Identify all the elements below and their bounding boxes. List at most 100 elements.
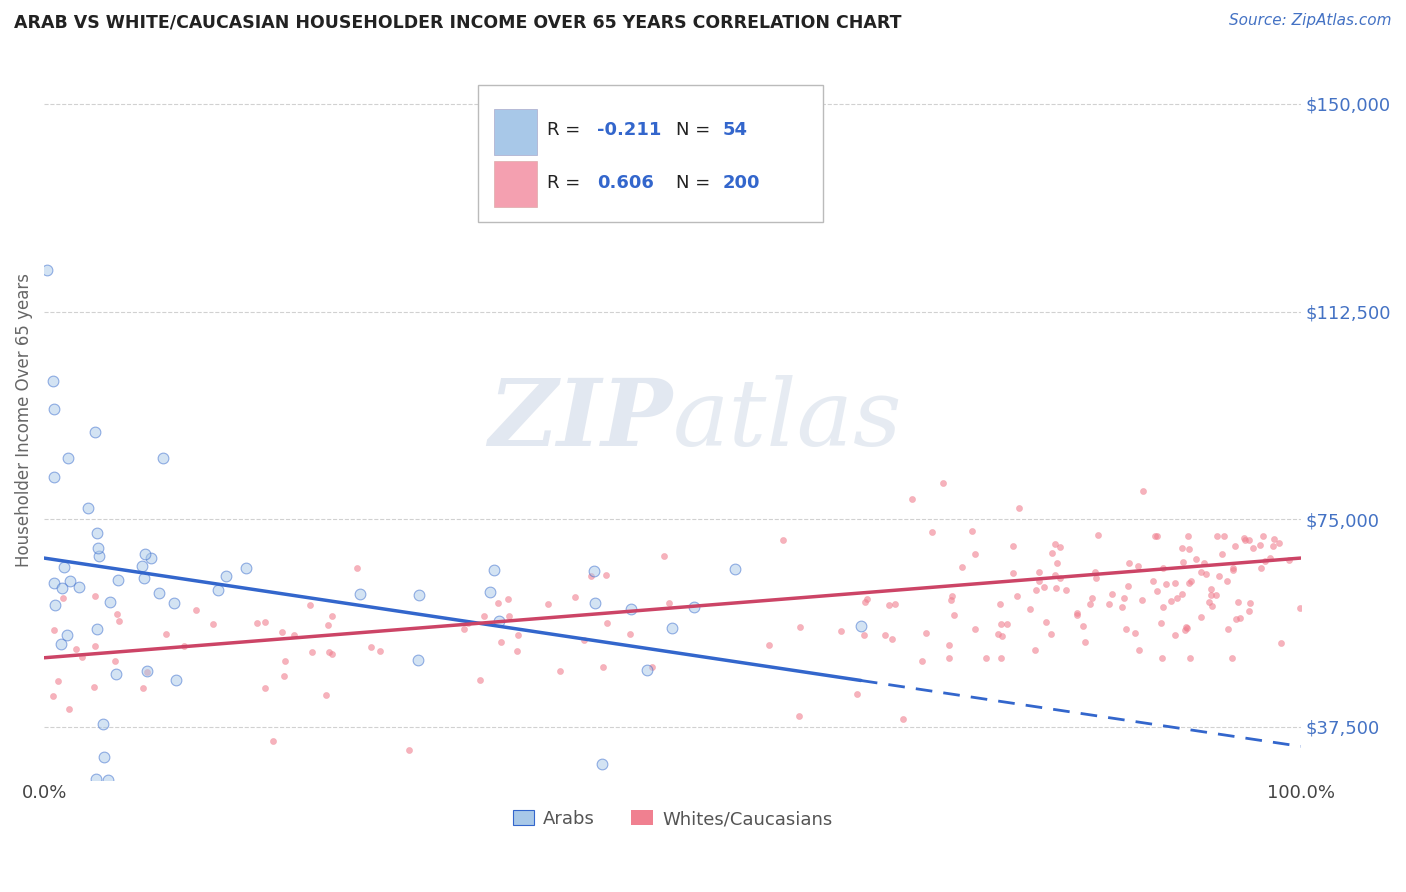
Point — [950, 560, 973, 574]
Point — [46, 674, 69, 689]
Point — [131, 559, 153, 574]
Point — [498, 608, 520, 623]
Point — [658, 596, 681, 610]
Point — [1289, 601, 1312, 615]
Point — [148, 586, 170, 600]
Point — [1208, 569, 1230, 583]
Point — [1028, 566, 1050, 580]
Point — [1101, 587, 1123, 601]
Point — [1171, 555, 1194, 569]
Point — [789, 708, 811, 723]
Point — [51, 581, 73, 595]
Point — [1164, 628, 1187, 642]
Point — [1180, 650, 1202, 665]
Point — [53, 560, 76, 574]
Point — [641, 660, 664, 674]
Point — [1171, 541, 1194, 555]
Point — [135, 665, 157, 680]
Point — [453, 622, 475, 636]
Point — [1213, 529, 1236, 543]
Y-axis label: Householder Income Over 65 years: Householder Income Over 65 years — [15, 273, 32, 566]
Point — [1249, 538, 1271, 552]
Point — [1261, 539, 1284, 553]
Point — [572, 632, 595, 647]
Point — [1033, 580, 1056, 594]
Point — [939, 593, 962, 607]
Point — [37, 263, 59, 277]
Point — [1254, 554, 1277, 568]
Point — [408, 588, 430, 602]
Point — [537, 597, 560, 611]
Point — [1189, 566, 1212, 580]
Point — [1152, 561, 1174, 575]
Point — [1084, 566, 1107, 580]
Point — [579, 568, 602, 582]
Point — [1146, 529, 1168, 543]
Text: 54: 54 — [723, 121, 748, 139]
Point — [990, 617, 1012, 632]
Point — [636, 663, 658, 677]
Point — [595, 567, 617, 582]
Point — [1215, 574, 1237, 589]
Point — [155, 626, 177, 640]
Point — [59, 574, 82, 588]
Point — [1081, 591, 1104, 606]
Point — [724, 562, 747, 576]
Point — [1233, 531, 1256, 545]
Point — [1144, 529, 1167, 543]
Point — [1118, 556, 1140, 570]
Point — [619, 602, 641, 616]
Text: R =: R = — [547, 121, 586, 139]
Point — [1278, 553, 1301, 567]
Point — [84, 639, 107, 653]
Point — [1185, 552, 1208, 566]
Point — [852, 628, 875, 642]
Point — [56, 450, 79, 465]
Point — [683, 600, 706, 615]
Point — [877, 598, 900, 612]
Point — [474, 608, 496, 623]
Point — [965, 547, 987, 561]
Point — [1171, 587, 1194, 601]
Point — [1237, 604, 1260, 618]
Point — [44, 576, 66, 591]
Point — [1045, 581, 1067, 595]
Point — [1001, 539, 1024, 553]
Point — [991, 629, 1014, 643]
Text: R =: R = — [547, 175, 586, 193]
Point — [592, 660, 614, 674]
Point — [105, 607, 128, 622]
Point — [758, 638, 780, 652]
Point — [583, 596, 606, 610]
Point — [960, 524, 983, 538]
Point — [84, 425, 107, 439]
Point — [97, 772, 120, 787]
Point — [254, 615, 277, 629]
Point — [1222, 561, 1244, 575]
Point — [1229, 611, 1251, 625]
Point — [360, 640, 382, 654]
Point — [406, 653, 429, 667]
Point — [938, 638, 960, 652]
Point — [86, 623, 108, 637]
Point — [86, 525, 108, 540]
Point — [1114, 591, 1136, 606]
Point — [931, 476, 953, 491]
Point — [974, 650, 997, 665]
Point — [1233, 533, 1256, 548]
Point — [72, 650, 94, 665]
Point — [489, 635, 512, 649]
Point — [1152, 599, 1174, 614]
Point — [321, 648, 343, 662]
Point — [1130, 592, 1153, 607]
Point — [484, 563, 506, 577]
Point — [318, 645, 340, 659]
Point — [508, 628, 530, 642]
Point — [583, 564, 606, 578]
Point — [1222, 650, 1244, 665]
Point — [315, 689, 337, 703]
FancyBboxPatch shape — [494, 109, 537, 154]
Point — [1152, 650, 1174, 665]
FancyBboxPatch shape — [494, 161, 537, 207]
Point — [108, 614, 131, 628]
